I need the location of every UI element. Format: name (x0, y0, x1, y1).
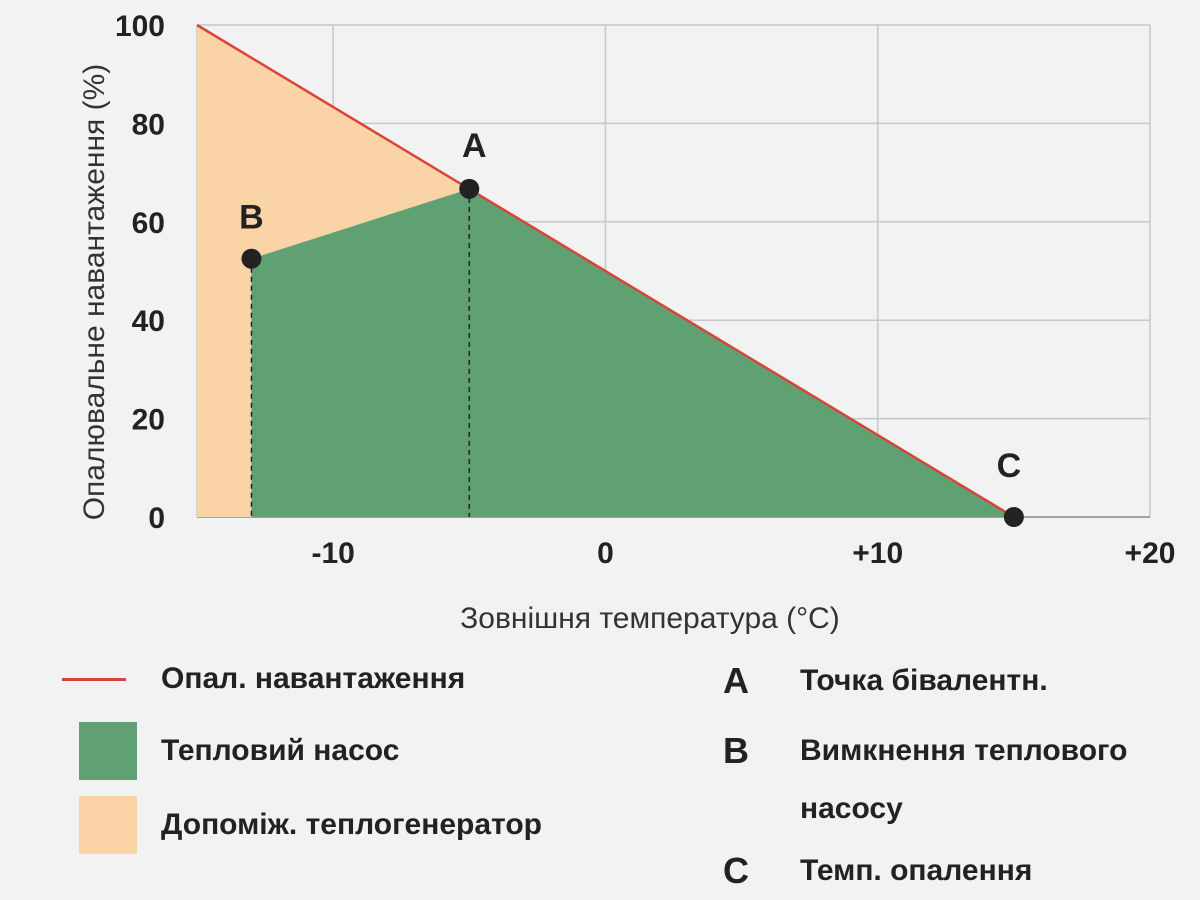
y-tick-label: 0 (148, 502, 165, 535)
x-tick-label: -10 (311, 537, 354, 570)
y-tick-label: 20 (132, 404, 165, 437)
points: A B C (239, 127, 1024, 527)
point-a-label: A (462, 127, 487, 165)
y-tick-label: 40 (132, 305, 165, 338)
y-tick-label: 60 (132, 207, 165, 240)
y-tick-label: 80 (132, 108, 165, 141)
point-c-label: C (997, 447, 1022, 485)
point-b-label: B (239, 199, 264, 237)
x-axis-title: Зовнішня температура (°C) (460, 602, 840, 635)
point-c (1003, 507, 1024, 527)
tick-labels: 0 20 40 60 80 100 -10 0 +10 +20 (115, 10, 1176, 570)
heat-pump-area (251, 188, 1014, 517)
x-tick-label: +20 (1125, 537, 1176, 570)
y-tick-label: 100 (115, 10, 165, 43)
point-a (459, 178, 480, 199)
point-b (241, 248, 262, 269)
load-line-group (196, 23, 1015, 519)
y-axis-title: Опалювальне навантаження (%) (78, 64, 111, 521)
x-tick-label: +10 (852, 537, 903, 570)
x-tick-label: 0 (597, 537, 614, 570)
heating-load-line (196, 23, 1015, 519)
